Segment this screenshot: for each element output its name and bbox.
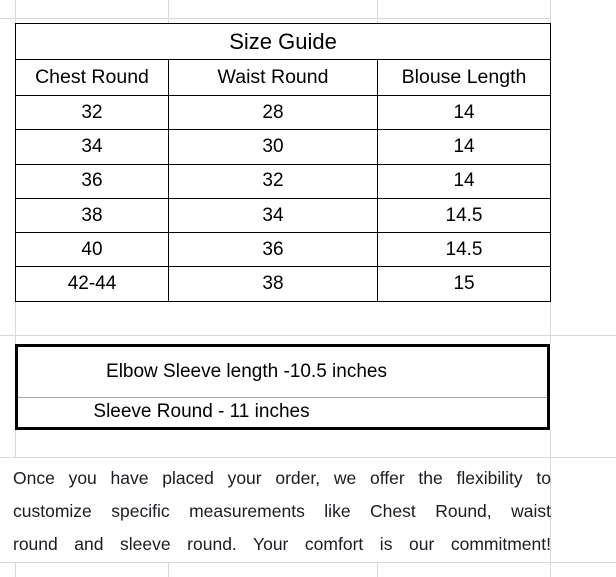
table-title-row: Size Guide (14, 23, 552, 60)
table-cell: 42-44 (15, 266, 169, 302)
gridline-horizontal (0, 18, 551, 19)
gridline-horizontal (0, 335, 616, 336)
gridline-vertical (550, 430, 551, 577)
table-cell: 14 (376, 94, 552, 131)
note-line-1: Once you have placed your order, we offe… (13, 468, 551, 488)
table-row: 40 36 14.5 (15, 232, 552, 268)
gridline-vertical (377, 0, 378, 23)
gridline-vertical (550, 0, 551, 23)
table-cell: 36 (15, 163, 169, 199)
table-cell: 32 (168, 163, 378, 199)
table-row: 36 32 14 (15, 163, 552, 199)
table-cell: 34 (15, 129, 169, 165)
note-line-2: customize specific measurements like Che… (13, 501, 551, 521)
table-cell: 40 (15, 232, 169, 268)
sleeve-round-text: Sleeve Round - 11 inches (93, 401, 310, 422)
gridline-vertical (15, 562, 16, 577)
table-cell: 32 (15, 94, 169, 131)
table-title: Size Guide (14, 23, 552, 60)
table-cell: 15 (376, 266, 552, 302)
table-row: 34 30 14 (15, 129, 552, 165)
column-header-chest-round: Chest Round (15, 59, 169, 96)
table-cell: 38 (15, 197, 169, 234)
column-header-blouse-length: Blouse Length (376, 59, 552, 96)
table-row: 32 28 14 (15, 94, 552, 131)
gridline-vertical (15, 293, 16, 344)
table-cell: 36 (168, 232, 378, 268)
table-cell: 34 (168, 197, 378, 234)
note-line-3: round and sleeve round. Your comfort is … (13, 534, 551, 554)
elbow-sleeve-length-text: Elbow Sleeve length -10.5 inches (106, 361, 387, 382)
table-cell: 38 (168, 266, 378, 302)
table-cell: 30 (168, 129, 378, 165)
gridline-horizontal (0, 562, 616, 563)
customization-note: Once you have placed your order, we offe… (13, 462, 551, 561)
table-cell: 14 (376, 129, 552, 165)
table-row: 42-44 38 15 (15, 266, 552, 302)
gridline-vertical (15, 0, 16, 23)
table-cell: 28 (168, 94, 378, 131)
size-guide-table: Size Guide Chest Round Waist Round Blous… (14, 23, 552, 302)
gridline-horizontal (0, 457, 616, 458)
gridline-vertical (550, 293, 551, 344)
table-cell: 14.5 (376, 197, 552, 234)
table-cell: 14.5 (376, 232, 552, 268)
table-cell: 14 (376, 163, 552, 199)
gridline-vertical (377, 562, 378, 577)
sleeve-info-box: Elbow Sleeve length -10.5 inches Sleeve … (15, 344, 550, 430)
gridline-vertical (15, 430, 16, 457)
sleeve-box-divider (18, 397, 547, 398)
gridline-vertical (168, 0, 169, 23)
table-header-row: Chest Round Waist Round Blouse Length (15, 59, 552, 96)
gridline-vertical (168, 562, 169, 577)
table-row: 38 34 14.5 (15, 197, 552, 234)
column-header-waist-round: Waist Round (168, 59, 378, 96)
